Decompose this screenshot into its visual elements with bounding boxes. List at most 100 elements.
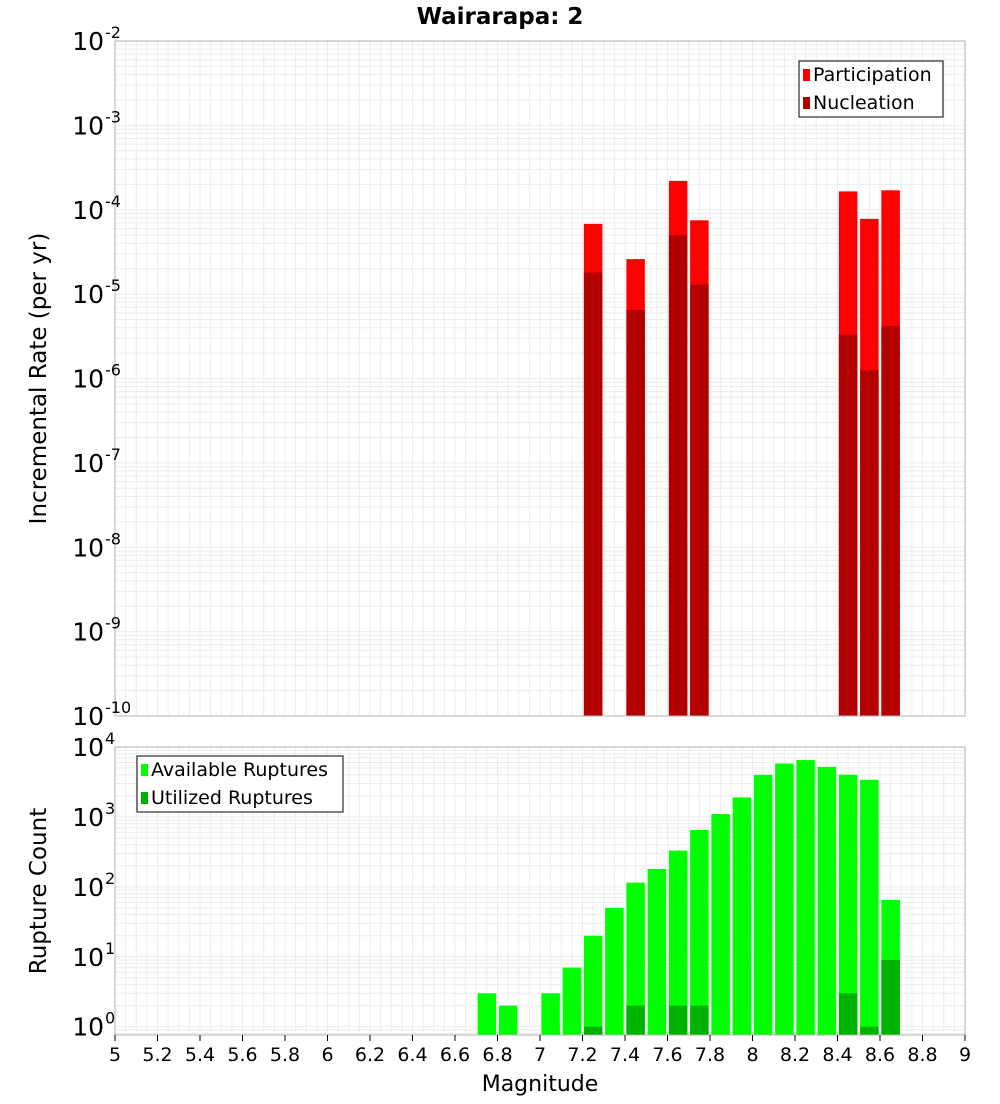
available-bar [711,814,730,1035]
x-tick-label: 9 [959,1044,971,1066]
nucleation-bar [838,334,858,716]
legend-swatch [803,97,810,109]
available-bar [796,760,815,1035]
nucleation-bar [626,309,645,716]
y-tick-label: 10 [72,111,104,140]
y-tick-exponent: -10 [105,698,131,717]
y-tick-label: 10 [72,733,104,762]
available-bar [775,763,794,1035]
available-bar [583,935,603,1035]
legend-swatch [141,764,148,776]
available-bar [753,774,773,1035]
y-tick-label: 10 [72,702,104,731]
y-axis-label: Incremental Rate (per yr) [26,233,52,525]
nucleation-bar [583,272,603,716]
available-bar [860,779,879,1035]
legend-label: Nucleation [813,92,915,114]
utilized-bar [860,1026,879,1035]
utilized-bar [626,1005,645,1035]
y-tick-exponent: -9 [105,614,121,633]
y-tick-label: 10 [72,803,104,832]
legend: Participation Nucleation [798,60,944,118]
y-tick-label: 10 [72,449,104,478]
y-tick-label: 10 [72,196,104,225]
x-tick-label: 6.2 [355,1044,385,1066]
y-tick-label: 10 [72,1013,104,1042]
nucleation-bar [668,235,688,716]
y-tick-label: 10 [72,618,104,647]
y-tick-exponent: -3 [105,107,121,126]
legend-swatch [141,792,148,804]
x-tick-label: 6 [321,1044,333,1066]
y-tick-exponent: -8 [105,529,121,548]
x-tick-label: 6.8 [482,1044,512,1066]
legend-label: Available Ruptures [151,759,328,781]
x-axis-ticks: 5 5.2 5.4 5.6 5.8 6 6.2 6.4 6.6 6.8 7 7.2 7.4 7.6 7.8 8… [109,1035,971,1066]
available-bar [732,797,752,1035]
utilized-bar [583,1026,603,1035]
utilized-bar [881,959,900,1035]
legend-label: Participation [813,64,932,86]
y-tick-exponent: 3 [105,799,115,818]
y-tick-label: 10 [72,873,104,902]
available-bar [541,993,560,1035]
x-tick-label: 8.2 [780,1044,810,1066]
x-tick-label: 8.8 [907,1044,937,1066]
y-tick-exponent: 4 [105,729,115,748]
available-bar [477,993,497,1035]
available-bar [605,907,624,1035]
y-axis-label: Rupture Count [26,808,52,974]
y-tick-exponent: 0 [105,1009,115,1028]
utilized-bar [838,993,858,1035]
nucleation-bar [860,370,879,716]
chart-title: Wairarapa: 2 [417,4,584,30]
available-bar [838,774,858,1035]
x-tick-label: 5.4 [185,1044,215,1066]
y-tick-exponent: -4 [105,192,121,211]
x-tick-label: 7.2 [567,1044,597,1066]
x-tick-label: 7.4 [610,1044,640,1066]
available-bar [817,766,837,1035]
y-tick-exponent: -7 [105,445,121,464]
utilized-bar [690,1005,709,1035]
y-tick-label: 10 [72,943,104,972]
legend-box [798,60,944,118]
x-tick-label: 5.2 [142,1044,172,1066]
nucleation-bar [690,284,709,716]
x-tick-label: 7.8 [695,1044,725,1066]
x-axis-label: Magnitude [482,1072,599,1097]
y-tick-label: 10 [72,280,104,309]
y-tick-label: 10 [72,27,104,56]
y-tick-exponent: 1 [105,939,115,958]
legend-label: Utilized Ruptures [151,787,313,809]
nucleation-bar [881,325,900,716]
available-bar [498,1005,518,1035]
available-bar [626,882,645,1035]
available-bar [562,967,582,1035]
available-bar [647,868,667,1035]
x-tick-label: 6.6 [440,1044,470,1066]
y-tick-exponent: -5 [105,276,121,295]
x-tick-label: 7.6 [652,1044,682,1066]
x-tick-label: 8 [746,1044,758,1066]
y-tick-label: 10 [72,365,104,394]
available-bar [668,850,688,1035]
legend-swatch [803,69,810,81]
x-tick-label: 5.8 [270,1044,300,1066]
y-tick-exponent: 2 [105,869,115,888]
y-tick-label: 10 [72,533,104,562]
utilized-bar [668,1005,688,1035]
x-tick-label: 7 [534,1044,546,1066]
y-tick-exponent: -2 [105,23,121,42]
legend: Available Ruptures Utilized Ruptures [136,755,344,813]
available-bar [690,829,709,1035]
x-tick-label: 5 [109,1044,121,1066]
x-tick-label: 5.6 [227,1044,257,1066]
x-tick-label: 6.4 [397,1044,427,1066]
x-tick-label: 8.6 [865,1044,895,1066]
x-tick-label: 8.4 [822,1044,852,1066]
